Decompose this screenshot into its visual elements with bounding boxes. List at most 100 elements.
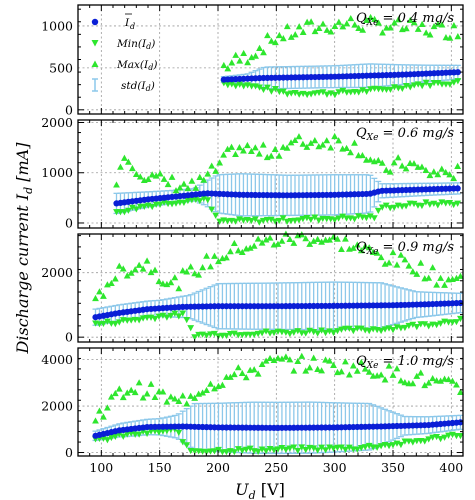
- min-point: [274, 446, 282, 453]
- max-point: [402, 25, 410, 32]
- min-point: [398, 85, 406, 93]
- min-point: [421, 438, 429, 445]
- max-point: [385, 259, 393, 266]
- min-point: [446, 199, 454, 207]
- min-point: [279, 215, 287, 222]
- min-point: [125, 207, 132, 214]
- max-point: [342, 235, 349, 242]
- min-point: [315, 217, 323, 224]
- min-point: [223, 332, 230, 340]
- y-tick-label: 2000: [41, 265, 73, 280]
- min-point: [135, 317, 143, 324]
- max-point: [187, 263, 195, 270]
- max-point: [381, 376, 389, 383]
- max-point: [398, 162, 406, 169]
- panel-frame: [77, 119, 464, 229]
- max-point: [135, 261, 143, 268]
- max-point: [397, 251, 405, 258]
- min-point: [247, 217, 255, 225]
- min-point: [450, 201, 458, 209]
- min-point: [414, 81, 422, 88]
- min-point: [256, 84, 263, 91]
- min-point: [260, 86, 267, 94]
- max-point: [184, 184, 192, 192]
- min-point: [168, 201, 176, 208]
- min-point: [270, 447, 278, 454]
- max-point: [343, 20, 351, 27]
- max-point: [345, 371, 353, 378]
- max-point: [100, 413, 107, 420]
- max-point: [167, 279, 175, 286]
- min-point: [353, 446, 361, 453]
- max-point: [347, 14, 355, 22]
- max-point: [107, 279, 115, 287]
- max-point: [230, 239, 238, 247]
- max-point: [234, 364, 242, 371]
- min-point: [155, 313, 163, 320]
- max-point: [274, 240, 282, 247]
- min-point: [232, 218, 239, 225]
- max-point: [430, 22, 438, 30]
- max-point: [361, 365, 369, 372]
- legend-min-marker: [91, 40, 99, 47]
- max-point: [255, 150, 263, 157]
- max-point: [366, 156, 374, 163]
- max-point: [250, 242, 258, 249]
- max-point: [159, 280, 167, 287]
- max-point: [143, 390, 151, 397]
- min-point: [255, 219, 263, 226]
- min-point: [366, 213, 374, 220]
- max-point: [259, 141, 267, 148]
- min-point: [204, 197, 212, 204]
- max-point: [291, 136, 299, 144]
- min-point: [410, 82, 418, 89]
- min-point: [286, 445, 294, 452]
- max-point: [433, 281, 441, 288]
- max-point: [275, 152, 283, 159]
- max-point: [236, 144, 243, 151]
- min-point: [342, 446, 349, 453]
- max-point: [199, 264, 206, 271]
- max-point: [405, 262, 413, 269]
- max-point: [391, 19, 398, 26]
- min-point: [294, 328, 302, 335]
- min-point: [175, 313, 183, 320]
- max-point: [136, 173, 144, 180]
- max-point: [191, 394, 199, 401]
- max-point: [232, 51, 240, 58]
- max-point: [295, 133, 303, 140]
- max-point: [291, 31, 299, 38]
- min-point: [123, 431, 131, 438]
- max-point: [278, 237, 286, 244]
- max-point: [457, 272, 464, 279]
- min-point: [203, 449, 210, 456]
- max-point: [382, 166, 390, 173]
- min-point: [140, 203, 148, 210]
- min-point: [228, 81, 236, 88]
- max-point: [290, 367, 298, 374]
- min-point: [254, 448, 262, 455]
- min-point: [121, 209, 128, 216]
- min-point: [139, 428, 147, 435]
- min-point: [163, 428, 171, 435]
- max-point: [414, 25, 422, 32]
- min-point: [409, 439, 417, 446]
- max-point: [363, 16, 371, 24]
- panel-annotation: QXe = 1.0 mg/s: [356, 354, 454, 371]
- max-point: [401, 256, 409, 263]
- min-point: [331, 91, 339, 99]
- max-point: [271, 145, 279, 153]
- y-tick-label: 2000: [41, 399, 73, 414]
- max-point: [287, 139, 295, 146]
- min-point: [180, 199, 188, 207]
- min-point: [282, 446, 290, 454]
- max-point: [318, 367, 325, 374]
- x-tick-label: 300: [323, 460, 347, 475]
- max-point: [224, 145, 231, 152]
- max-point: [234, 247, 242, 254]
- min-point: [111, 321, 119, 328]
- min-point: [258, 330, 266, 337]
- x-tick-label: 100: [89, 460, 113, 475]
- max-point: [131, 388, 139, 396]
- max-point: [115, 262, 123, 269]
